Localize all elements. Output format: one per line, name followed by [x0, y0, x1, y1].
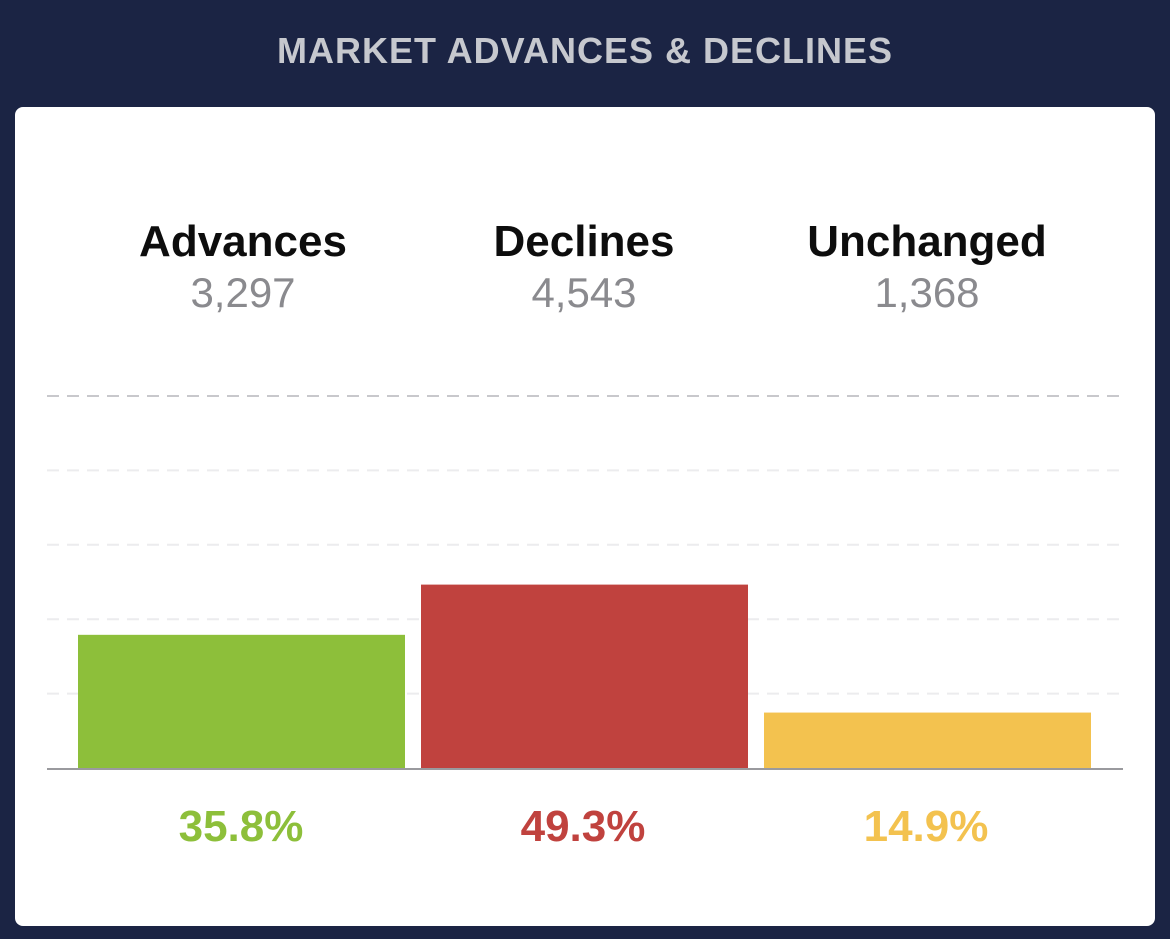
bar-unchanged [764, 712, 1091, 768]
stat-value-declines: 4,543 [531, 269, 637, 316]
stat-label-unchanged: Unchanged [807, 217, 1047, 266]
pct-advances: 35.8% [178, 802, 304, 851]
pct-declines: 49.3% [520, 802, 646, 851]
bar-advances [78, 634, 405, 768]
page-title: MARKET ADVANCES & DECLINES [276, 30, 894, 71]
stat-declines: Declines 4,543 [424, 217, 744, 319]
stat-label-advances: Advances [139, 217, 347, 266]
bar-chart [47, 395, 1123, 770]
percentage-row: 35.8% 49.3% 14.9% [15, 802, 1155, 852]
stat-label-declines: Declines [493, 217, 675, 266]
stat-advances: Advances 3,297 [83, 217, 403, 319]
stat-value-unchanged: 1,368 [874, 269, 980, 316]
stat-unchanged: Unchanged 1,368 [767, 217, 1087, 319]
stats-row: Advances 3,297 Declines 4,543 Unchanged … [15, 217, 1155, 327]
stat-value-advances: 3,297 [190, 269, 296, 316]
bar-declines [421, 584, 748, 768]
pct-unchanged: 14.9% [863, 802, 989, 851]
advances-declines-card: Advances 3,297 Declines 4,543 Unchanged … [15, 107, 1155, 926]
